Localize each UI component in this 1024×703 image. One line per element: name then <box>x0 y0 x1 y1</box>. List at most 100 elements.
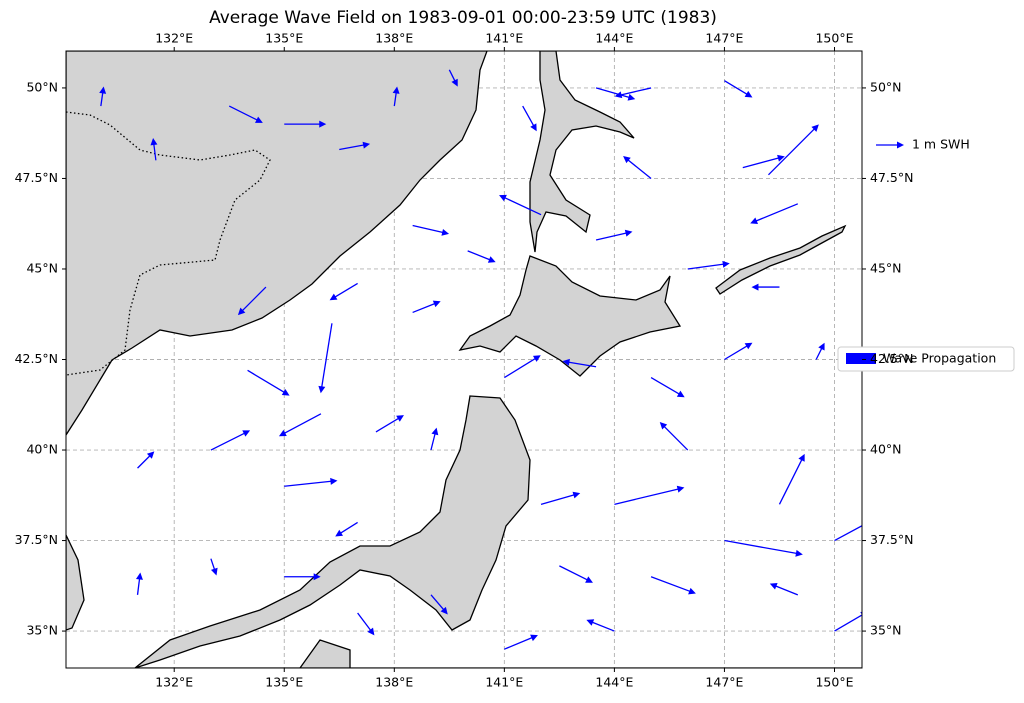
wave-arrow <box>614 87 652 99</box>
arrow-shaft <box>430 594 446 612</box>
wave-arrow <box>659 422 689 451</box>
arrow-shaft <box>595 232 628 241</box>
wave-arrow <box>329 282 358 301</box>
arrow-shaft <box>834 614 862 632</box>
wave-arrow <box>335 521 358 537</box>
arrow-shaft <box>724 80 749 96</box>
wave-arrow <box>769 583 799 596</box>
legend-box <box>837 346 1015 372</box>
arrow-head <box>319 120 327 128</box>
arrow-head <box>627 93 636 101</box>
arrow-shaft <box>283 413 322 435</box>
arrow-shaft <box>153 142 157 161</box>
wave-arrow <box>751 283 780 291</box>
arrow-head <box>499 194 507 202</box>
arrow-head <box>818 342 825 351</box>
arrow-shaft <box>522 105 535 128</box>
wave-arrow <box>318 323 333 394</box>
arrow-head <box>318 385 326 394</box>
arrow-head <box>150 137 158 146</box>
wave-arrow <box>339 141 371 151</box>
arrow-shaft <box>650 377 681 396</box>
arrow-head <box>210 567 218 576</box>
arrow-shaft <box>724 344 749 361</box>
arrow-head <box>530 123 537 132</box>
arrow-head <box>432 300 441 308</box>
arrow-head <box>751 283 759 291</box>
arrow-head <box>392 86 400 94</box>
arrow-shaft <box>210 558 216 571</box>
arrow-layer <box>99 69 862 650</box>
wave-arrow <box>623 156 652 179</box>
arrow-shaft <box>137 454 152 469</box>
arrow-shaft <box>754 203 799 223</box>
arrow-head <box>237 307 246 316</box>
wave-arrow <box>562 358 597 368</box>
x-tick-label: 150°E <box>815 675 853 690</box>
wave-arrow <box>278 413 322 437</box>
arrow-head <box>440 606 448 615</box>
y-tick-label: 50°N <box>870 79 902 94</box>
x-tick-label: 144°E <box>595 675 633 690</box>
y-tick-label: 42.5°N <box>870 351 913 366</box>
wave-arrow <box>237 286 267 316</box>
x-tick-label: 138°E <box>375 31 413 46</box>
arrow-shaft <box>393 91 398 107</box>
arrow-shaft <box>333 282 358 299</box>
legend-key-head <box>897 141 904 149</box>
x-tick-label: 135°E <box>265 675 303 690</box>
arrow-head <box>744 342 753 350</box>
y-tick-label: 35°N <box>26 623 58 638</box>
wave-arrow <box>724 342 753 361</box>
arrow-head <box>362 141 371 149</box>
arrow-head <box>585 576 593 583</box>
arrow-shaft <box>320 323 333 389</box>
y-tick-label: 37.5°N <box>15 532 58 547</box>
arrow-head <box>614 91 623 99</box>
wave-arrow <box>412 224 450 236</box>
y-tick-label: 47.5°N <box>870 170 913 185</box>
wave-arrow <box>99 86 107 107</box>
x-tick-label: 144°E <box>595 31 633 46</box>
arrow-head <box>795 549 803 557</box>
arrow-head <box>676 390 685 398</box>
arrow-head <box>572 491 581 499</box>
arrow-head <box>242 430 251 437</box>
legend: 1 m SWH Wave Propagation <box>837 137 1015 372</box>
arrow-head <box>623 156 631 164</box>
arrow-shaft <box>430 432 437 451</box>
arrow-shaft <box>590 621 615 632</box>
wave-arrow <box>284 573 321 581</box>
y-tick-label: 37.5°N <box>870 532 913 547</box>
arrow-head <box>281 388 290 396</box>
x-tick-label: 141°E <box>485 675 523 690</box>
arrow-head <box>659 422 668 430</box>
y-tick-label: 45°N <box>870 260 902 275</box>
wave-arrow <box>586 619 615 632</box>
x-tick-label: 138°E <box>375 675 413 690</box>
wave-arrow <box>778 453 805 505</box>
arrow-head <box>278 429 287 437</box>
wave-arrow <box>614 485 685 505</box>
arrow-head <box>146 451 155 459</box>
arrow-shaft <box>626 158 652 179</box>
arrow-shaft <box>567 361 597 368</box>
wave-arrow <box>210 558 218 576</box>
arrow-shaft <box>559 565 589 582</box>
mainland <box>66 51 488 437</box>
border <box>66 111 271 376</box>
arrow-shaft <box>339 521 358 535</box>
arrow-shaft <box>614 488 680 505</box>
arrow-head <box>335 529 344 537</box>
korea-south <box>66 534 85 631</box>
y-tick-label: 50°N <box>26 79 58 94</box>
sakhalin <box>529 51 635 253</box>
arrow-shaft <box>687 263 725 270</box>
honshu <box>133 395 862 668</box>
arrow-shaft <box>504 357 537 379</box>
wave-arrow <box>650 576 696 595</box>
arrow-head <box>431 427 439 436</box>
wave-arrow <box>815 342 825 360</box>
arrow-head <box>811 124 819 132</box>
x-tick-label: 132°E <box>155 31 193 46</box>
